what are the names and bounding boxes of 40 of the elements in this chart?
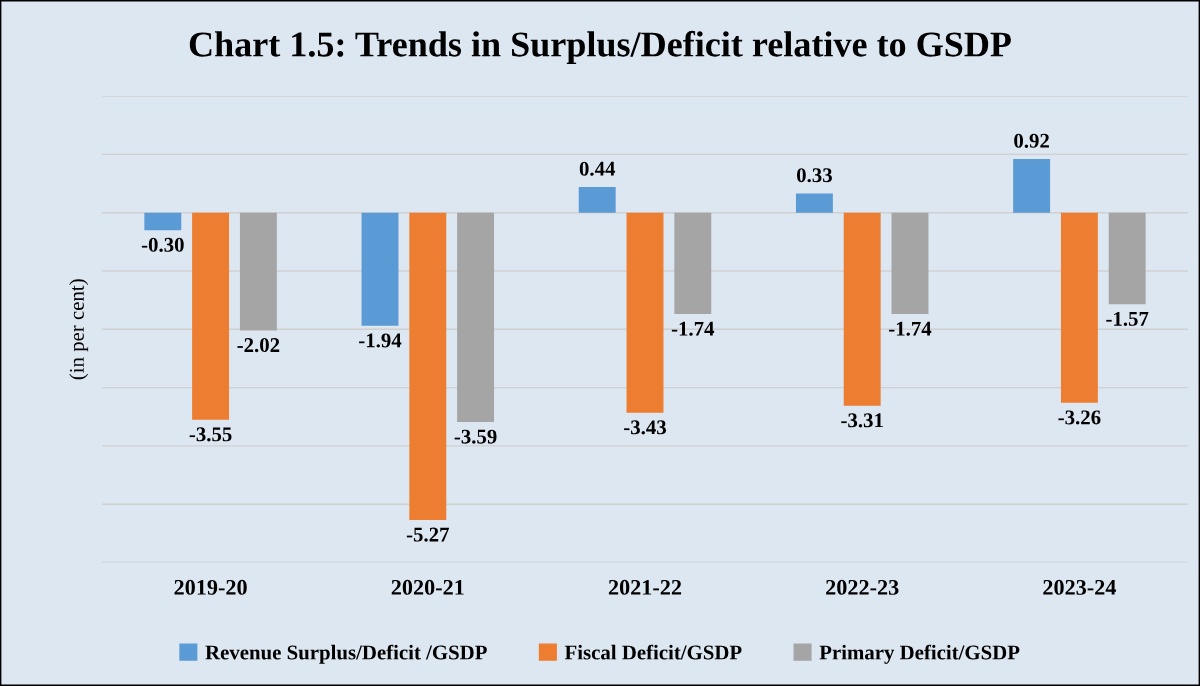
x-tick-label: 2022-23 bbox=[826, 579, 899, 595]
bar bbox=[409, 212, 447, 520]
bar bbox=[457, 212, 495, 422]
data-label: -1.94 bbox=[359, 333, 402, 348]
legend-label: Revenue Surplus/Deficit /GSDP bbox=[205, 644, 487, 664]
y-axis-title: (in per cent) bbox=[69, 279, 89, 380]
bar bbox=[578, 187, 616, 213]
data-label: -3.55 bbox=[189, 427, 232, 442]
bar bbox=[891, 212, 929, 315]
bar bbox=[1013, 159, 1051, 213]
bar bbox=[144, 212, 182, 231]
bar bbox=[1108, 212, 1146, 305]
data-label: -0.30 bbox=[141, 237, 184, 252]
chart-title: Chart 1.5: Trends in Surplus/Deficit relative to GSDP bbox=[189, 30, 1011, 64]
bar bbox=[626, 212, 664, 413]
bar bbox=[843, 212, 881, 406]
x-tick-label: 2021-22 bbox=[608, 579, 682, 595]
bar bbox=[239, 212, 277, 331]
data-label: -3.59 bbox=[454, 429, 497, 444]
x-tick-label: 2019-20 bbox=[174, 579, 247, 595]
legend-label: Fiscal Deficit/GSDP bbox=[564, 644, 742, 660]
bar bbox=[192, 212, 230, 420]
data-label: -3.43 bbox=[624, 420, 666, 435]
bar bbox=[361, 212, 399, 326]
bar bbox=[674, 212, 712, 315]
data-label: -1.74 bbox=[889, 321, 932, 336]
legend-label: Primary Deficit/GSDP bbox=[819, 644, 1020, 664]
data-label: 0.44 bbox=[579, 161, 616, 176]
data-label: -1.74 bbox=[671, 321, 715, 336]
data-label: 0.92 bbox=[1014, 133, 1049, 148]
data-label: -5.27 bbox=[406, 527, 449, 542]
bar bbox=[795, 193, 833, 213]
data-label: -1.57 bbox=[1106, 311, 1149, 326]
x-tick-label: 2020-21 bbox=[391, 579, 464, 595]
data-label: -3.26 bbox=[1058, 410, 1101, 425]
data-label: 0.33 bbox=[796, 168, 832, 183]
bar bbox=[1060, 212, 1098, 403]
data-label: -3.31 bbox=[841, 413, 883, 428]
data-label: -2.02 bbox=[237, 338, 280, 353]
x-tick-label: 2023-24 bbox=[1043, 579, 1117, 595]
